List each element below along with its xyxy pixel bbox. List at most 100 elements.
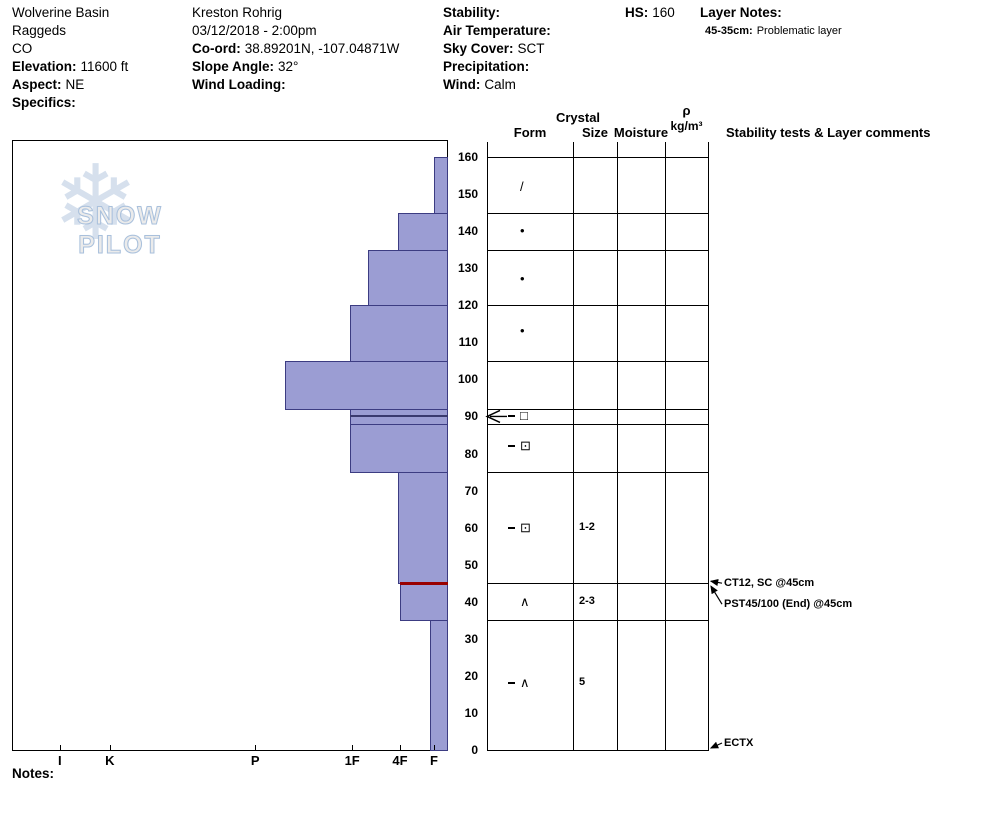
depth-label-120: 120 [457,298,478,313]
grid-vline-1 [573,142,574,751]
aspect-row: Aspect: NE [12,76,128,94]
wind-loading-row: Wind Loading: [192,76,399,94]
header-observer-block: Kreston Rohrig 03/12/2018 - 2:00pm Co-or… [192,4,399,94]
wind-label: Wind: [443,77,481,92]
depth-label-90: 90 [464,409,478,424]
grain-form-symbol: ⊡ [520,519,531,535]
grain-form-symbol: ⊡ [520,438,531,454]
snow-layer-bar-45-35 [400,583,448,622]
specifics-row: Specifics: [12,94,128,112]
wind-loading-label: Wind Loading: [192,77,286,92]
site-name: Wolverine Basin [12,5,110,20]
grain-form-symbol: • [520,223,525,239]
grid-hline-145 [487,212,709,214]
depth-label-70: 70 [464,483,478,498]
precipitation-label: Precipitation: [443,59,530,74]
stability-test-label: CT12, SC @45cm [724,577,815,590]
depth-label-0: 0 [471,743,478,757]
depth-label-160: 160 [457,150,478,164]
depth-label-150: 150 [457,187,478,202]
coordinates-value: 38.89201N, -107.04871W [244,41,400,56]
stability-row: Stability: [443,4,551,22]
snowpilot-logo-text: SNOW PILOT [77,202,163,260]
grid-hline-105 [487,360,709,362]
layer-concern-arrow [485,409,507,424]
hs-label: HS: [625,5,649,20]
observer-name: Kreston Rohrig [192,5,283,20]
depth-label-50: 50 [464,557,478,572]
layer-notes-label: Layer Notes: [700,5,782,20]
grid-hline-160 [487,157,709,158]
air-temp-row: Air Temperature: [443,22,551,40]
snow-layer-bar-88-75 [349,423,448,474]
grid-hline-75 [487,472,709,474]
stability-test-label: ECTX [724,737,754,749]
grid-vline-4 [708,142,709,751]
header-conditions-block: Stability: Air Temperature: Sky Cover: SC… [443,4,551,94]
grain-form-symbol: • [520,271,525,287]
grain-form-symbol: □ [520,408,528,424]
depth-label-130: 130 [457,261,478,276]
grid-hline-135 [487,249,709,251]
hardness-label-1F: 1F [344,753,360,768]
stability-test-arrow [709,578,723,587]
depth-label-110: 110 [458,335,478,350]
sky-cover-value: SCT [517,41,545,56]
elevation-row: Elevation: 11600 ft [12,58,128,76]
elevation-label: Elevation: [12,59,77,74]
grid-hline-120 [487,305,709,307]
stability-test-label: PST45/100 (End) @45cm [724,598,853,611]
header-location-block: Wolverine Basin Raggeds CO Elevation: 116… [12,4,128,112]
grid-hline-45 [487,583,709,585]
aspect-label: Aspect: [12,77,62,92]
grain-row-tick [508,526,515,529]
layer-note-text: Problematic layer [756,25,842,37]
sky-cover-label: Sky Cover: [443,41,514,56]
snow-layer-bar-35-0 [430,620,448,751]
grain-form-symbol: ∧ [520,593,530,609]
grain-size-value: 5 [579,676,586,689]
specifics-label: Specifics: [12,95,76,110]
air-temp-label: Air Temperature: [443,23,551,38]
notes-label: Notes: [12,766,55,781]
layer-flag-line-90 [349,415,448,418]
grain-form-symbol: • [520,323,525,339]
hardness-tick-4F [400,745,402,750]
size-column-header: Size [581,125,608,140]
form-column-header: Form [513,125,547,140]
coordinates-label: Co-ord: [192,41,241,56]
grid-vline-2 [617,142,618,751]
hardness-label-4F: 4F [392,753,408,768]
mountain-range: Raggeds [12,23,67,38]
grain-row-tick [508,415,515,418]
hs-value: 160 [652,5,675,20]
snow-layer-bar-160-145 [433,157,448,214]
aspect-value: NE [65,77,85,92]
moisture-column-header: Moisture [613,125,669,140]
hardness-label-I: I [58,753,62,768]
crystal-header: Crystal [555,110,601,125]
hardness-tick-P [255,745,257,750]
layer-flag-line-45 [400,582,448,585]
wind-row: Wind: Calm [443,76,551,94]
grain-form-symbol: / [520,178,524,194]
grid-vline-3 [665,142,666,751]
grain-size-value: 2-3 [579,594,595,607]
snow-layer-bar-135-120 [367,249,448,307]
grain-row-tick [508,682,515,685]
stability-label: Stability: [443,5,501,20]
slope-angle-row: Slope Angle: 32° [192,58,399,76]
grid-hline-35 [487,620,709,622]
depth-label-10: 10 [464,705,478,720]
snow-layer-bar-145-135 [398,212,448,251]
sky-cover-row: Sky Cover: SCT [443,40,551,58]
layer-note-depth: 45-35cm: [705,25,753,37]
slope-angle-label: Slope Angle: [192,59,275,74]
grid-hline-88 [487,423,709,425]
header-layer-notes-block: Layer Notes: 45-35cm: Problematic layer [700,4,842,40]
slope-angle-value: 32° [278,59,299,74]
stability-test-arrow [709,741,723,749]
observation-datetime: 03/12/2018 - 2:00pm [192,23,317,38]
depth-label-40: 40 [464,594,478,609]
snow-layer-bar-75-45 [398,472,448,585]
